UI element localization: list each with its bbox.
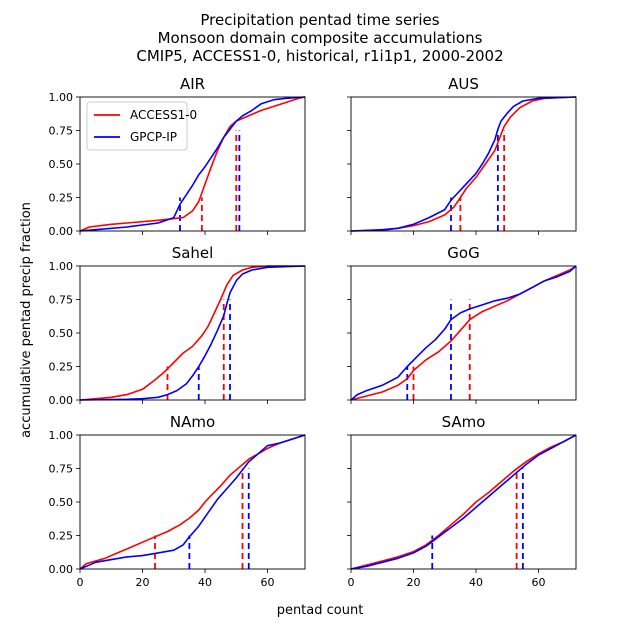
panel-title: SAmo xyxy=(442,413,486,431)
axes-frame xyxy=(350,265,577,401)
y-tick-label: 1.00 xyxy=(49,91,74,104)
panel-title: GoG xyxy=(447,244,479,262)
series-line-gpcp-ip xyxy=(350,265,577,401)
y-tick-label: 1.00 xyxy=(49,429,74,442)
series-line-access1-0 xyxy=(79,434,306,570)
panel-title: AIR xyxy=(180,75,205,93)
figure-title: Precipitation pentad time series Monsoon… xyxy=(136,11,503,65)
panel-title: AUS xyxy=(448,75,479,93)
y-tick-label: 0.00 xyxy=(49,225,74,238)
y-tick-label: 0.25 xyxy=(49,361,74,374)
panel-aus: AUS xyxy=(347,75,577,235)
series-line-access1-0 xyxy=(79,96,306,232)
series-line-access1-0 xyxy=(350,96,577,232)
y-tick-label: 0.25 xyxy=(49,192,74,205)
series-line-access1-0 xyxy=(79,265,305,401)
x-tick-label: 60 xyxy=(261,576,275,589)
x-tick-label: 0 xyxy=(348,576,355,589)
axes-frame xyxy=(350,434,577,570)
y-tick-label: 1.00 xyxy=(49,260,74,273)
title-line-2: Monsoon domain composite accumulations xyxy=(158,29,483,47)
y-tick-label: 0.50 xyxy=(49,158,74,171)
x-tick-label: 20 xyxy=(407,576,421,589)
y-tick-label: 0.25 xyxy=(49,530,74,543)
series-line-access1-0 xyxy=(350,265,577,401)
series-line-access1-0 xyxy=(350,434,577,570)
x-tick-label: 60 xyxy=(532,576,546,589)
legend-entry-label: ACCESS1-0 xyxy=(130,108,197,122)
axes-frame xyxy=(79,265,306,401)
panel-samo: SAmo 0 20 40 60 xyxy=(347,413,577,589)
panel-sahel: Sahel 0.00 0.25 0.50 0.75 1.00 xyxy=(49,244,306,407)
panel-namo: NAmo 0 20 40 60 0.00 0.25 0.50 0.75 1.00 xyxy=(49,413,306,589)
series-line-gpcp-ip xyxy=(79,96,306,232)
series-line-gpcp-ip xyxy=(79,434,306,570)
y-tick-label: 0.00 xyxy=(49,563,74,576)
y-tick-label: 0.00 xyxy=(49,394,74,407)
axes-frame xyxy=(79,96,306,232)
y-axis-label: accumulative pentad precip fraction xyxy=(19,202,34,438)
y-tick-label: 0.75 xyxy=(49,463,74,476)
x-tick-label: 0 xyxy=(77,576,84,589)
y-tick-label: 0.75 xyxy=(49,294,74,307)
panels: AIR0.000.250.500.751.00ACCESS1-0GPCP-IPA… xyxy=(49,75,577,589)
y-tick-label: 0.50 xyxy=(49,496,74,509)
legend: ACCESS1-0 GPCP-IP xyxy=(86,101,197,151)
x-axis-label: pentad count xyxy=(277,603,364,618)
panel-title: Sahel xyxy=(172,244,214,262)
title-line-1: Precipitation pentad time series xyxy=(200,11,439,29)
x-tick-label: 40 xyxy=(198,576,212,589)
legend-entry-label: GPCP-IP xyxy=(130,130,177,144)
panel-title: NAmo xyxy=(170,413,215,431)
series-line-gpcp-ip xyxy=(350,96,577,232)
legend-box xyxy=(86,101,188,151)
axes-frame xyxy=(350,96,577,232)
panel-gog: GoG xyxy=(347,244,577,404)
title-line-3: CMIP5, ACCESS1-0, historical, r1i1p1, 20… xyxy=(136,47,503,65)
x-tick-label: 40 xyxy=(469,576,483,589)
panel-air: AIR 0.00 0.25 0.50 0.75 1.00 ACCESS1-0 GPCP-IP xyxy=(49,75,306,238)
y-tick-label: 0.75 xyxy=(49,125,74,138)
x-tick-label: 20 xyxy=(136,576,150,589)
y-tick-label: 0.50 xyxy=(49,327,74,340)
series-line-gpcp-ip xyxy=(79,265,306,401)
series-line-gpcp-ip xyxy=(350,434,577,570)
axes-frame xyxy=(79,434,306,570)
